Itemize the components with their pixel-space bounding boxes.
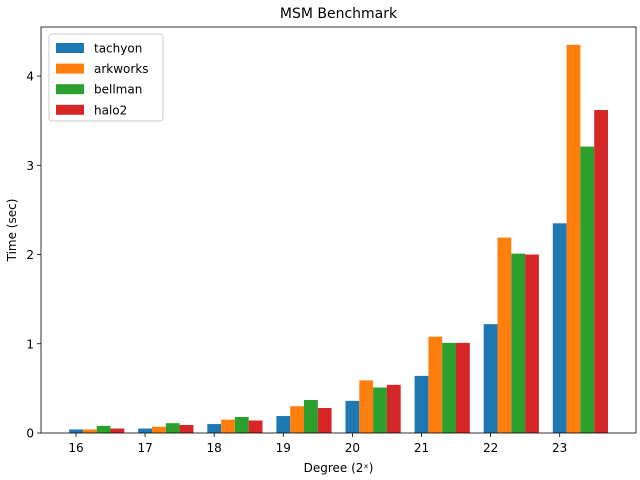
legend-swatch-halo2: [56, 104, 84, 115]
bar-halo2-22: [525, 254, 539, 433]
bar-bellman-19: [304, 399, 318, 433]
x-axis-label: Degree (2ˣ): [304, 461, 374, 475]
legend-swatch-bellman: [56, 84, 84, 95]
y-tick-label: 3: [26, 159, 34, 173]
bar-arkworks-21: [428, 336, 443, 433]
axes-frame: [40, 26, 637, 434]
bar-bellman-20: [373, 387, 387, 433]
bar-halo2-19: [317, 408, 332, 433]
bar-halo2-20: [386, 384, 401, 433]
y-tick-label: 2: [26, 248, 34, 262]
bar-tachyon-17: [138, 428, 152, 433]
legend-swatch-tachyon: [56, 43, 84, 53]
x-tick-label: 16: [68, 441, 83, 455]
bar-arkworks-16: [82, 429, 97, 433]
legend-label-tachyon: tachyon: [94, 42, 142, 56]
y-axis-label: Time (sec): [5, 199, 19, 263]
legend-label-arkworks: arkworks: [94, 62, 149, 76]
bar-arkworks-18: [221, 419, 235, 433]
bar-tachyon-16: [69, 429, 83, 433]
legend-label-bellman: bellman: [94, 83, 142, 97]
bar-tachyon-22: [483, 324, 498, 433]
bar-bellman-18: [234, 416, 249, 433]
bar-arkworks-23: [566, 44, 581, 433]
bar-arkworks-17: [152, 426, 166, 433]
x-tick-label: 18: [207, 441, 222, 455]
legend-swatch-arkworks: [56, 63, 84, 74]
bar-arkworks-20: [359, 380, 374, 433]
x-tick-label: 19: [276, 441, 291, 455]
x-tick-label: 20: [345, 441, 360, 455]
x-tick-label: 17: [137, 441, 152, 455]
bar-bellman-21: [442, 342, 456, 433]
bar-halo2-21: [456, 342, 470, 433]
bar-tachyon-21: [414, 375, 429, 433]
legend-box: [48, 33, 164, 122]
x-tick-label: 21: [414, 441, 429, 455]
x-tick-label: 22: [483, 441, 498, 455]
y-tick-label: 4: [26, 70, 34, 84]
chart-title: MSM Benchmark: [280, 6, 398, 22]
bar-arkworks-22: [497, 237, 512, 433]
bar-tachyon-18: [207, 424, 222, 433]
bar-halo2-23: [594, 109, 608, 433]
bar-tachyon-20: [345, 400, 360, 433]
bar-halo2-17: [179, 424, 194, 433]
legend-label-halo2: halo2: [94, 103, 127, 117]
bar-bellman-23: [580, 146, 595, 434]
y-tick-label: 1: [26, 337, 34, 351]
legend: tachyon arkworks bellman halo2: [48, 33, 164, 122]
bars-layer: [69, 44, 608, 434]
bar-tachyon-19: [276, 416, 291, 433]
bar-bellman-17: [165, 423, 180, 433]
bar-tachyon-23: [552, 223, 567, 433]
x-axis-ticks: 16 17 18 19 20 21 22 23: [68, 433, 567, 455]
x-tick-label: 23: [552, 441, 567, 455]
y-axis-ticks: 0 1 2 3 4: [26, 70, 41, 441]
bar-halo2-16: [110, 428, 125, 433]
bar-arkworks-19: [290, 406, 304, 433]
y-tick-label: 0: [26, 427, 34, 441]
bar-bellman-16: [96, 425, 111, 433]
bar-bellman-22: [511, 253, 526, 433]
bar-halo2-18: [248, 420, 263, 433]
